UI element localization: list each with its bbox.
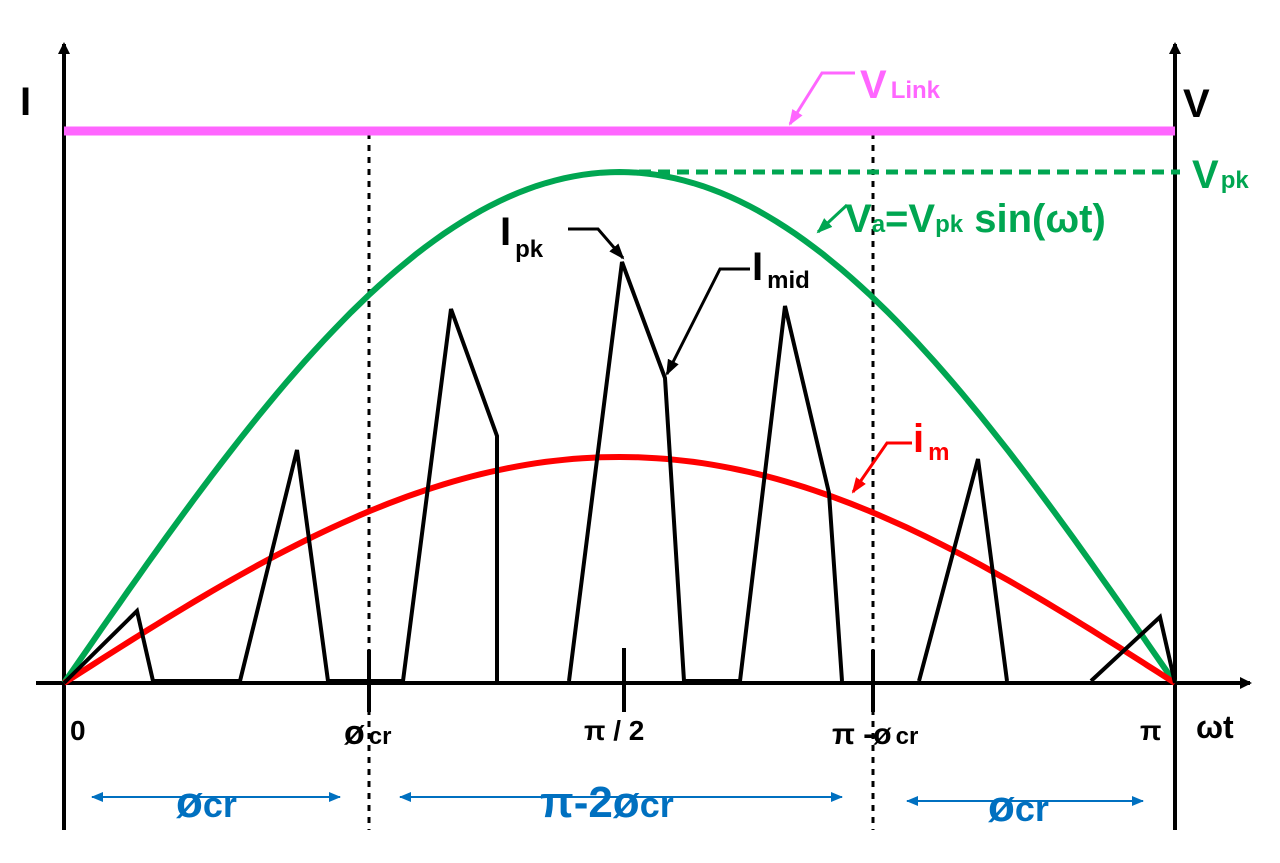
im-current-curve xyxy=(62,453,1177,686)
middle-region-label: π-2øcr xyxy=(540,778,674,827)
v-link-pointer xyxy=(788,71,855,126)
tick-half-pi: π / 2 xyxy=(584,715,644,746)
current-pulse-end xyxy=(1089,613,1177,684)
v-pk-label: Vpk xyxy=(1192,153,1249,197)
current-axis-label: I xyxy=(20,80,31,124)
tick-phi-cr: ø cr xyxy=(344,714,391,752)
current-pulses-right xyxy=(917,458,1009,682)
i-pk-pointer xyxy=(568,227,625,260)
left-region-label: øcr xyxy=(176,778,237,827)
tick-zero: 0 xyxy=(70,715,86,746)
v-link-label: V Link xyxy=(860,63,941,107)
current-pulses-center xyxy=(567,261,844,683)
im-pointer xyxy=(851,441,912,494)
right-region-label: øcr xyxy=(988,782,1049,831)
va-sine-curve xyxy=(61,168,1178,685)
va-pointer xyxy=(816,203,849,234)
va-equation-label: Va=Vpk sin(ωt) xyxy=(845,197,1106,241)
tick-pi: π xyxy=(1140,715,1161,746)
current-pulses xyxy=(62,308,499,685)
i-mid-pointer xyxy=(665,267,750,376)
voltage-axis-label: V xyxy=(1183,82,1210,126)
tick-pi-minus-phi-cr: π -ø cr xyxy=(832,718,918,751)
x-axis-label: ωt xyxy=(1196,709,1234,745)
